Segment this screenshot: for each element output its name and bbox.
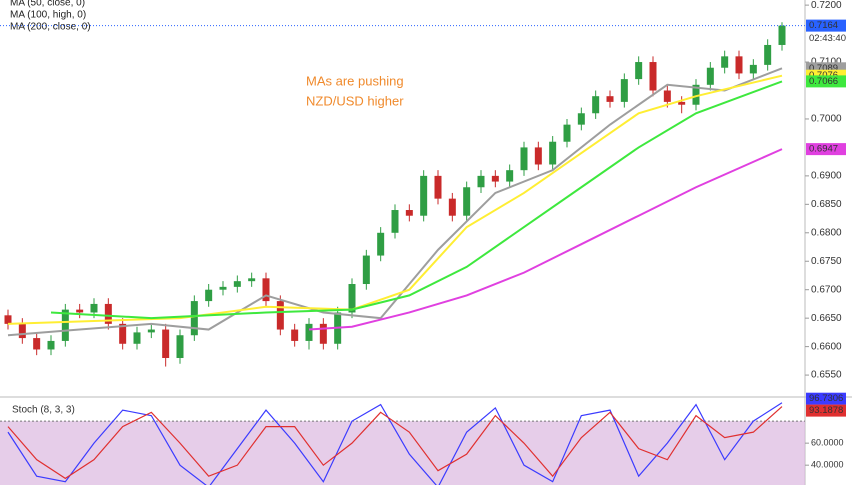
candle-body xyxy=(162,329,170,359)
candle-body xyxy=(176,335,184,359)
y-tick-label: 0.7100 xyxy=(811,57,842,68)
price-label: 96.7306 xyxy=(809,393,843,404)
candle-body xyxy=(348,284,356,313)
candle-body xyxy=(606,96,614,102)
stoch-band xyxy=(0,421,805,485)
y-tick-label: 0.6850 xyxy=(811,199,842,210)
price-label: 0.6947 xyxy=(809,144,838,155)
candle-body xyxy=(735,56,743,74)
y-tick-label: 0.6550 xyxy=(811,370,842,381)
annotation: MAs are pushing xyxy=(306,73,404,88)
candle-body xyxy=(291,329,299,341)
candle-body xyxy=(649,62,657,91)
candle-body xyxy=(219,286,227,290)
candle-body xyxy=(4,315,12,324)
y-tick-label: 0.6650 xyxy=(811,313,842,324)
candle-body xyxy=(61,309,69,341)
candle-body xyxy=(506,170,514,182)
moving-average xyxy=(7,67,783,337)
candle-body xyxy=(305,323,313,341)
price-label: 0.7164 xyxy=(809,20,838,31)
candle-body xyxy=(233,281,241,287)
candle-body xyxy=(434,175,442,199)
candle-body xyxy=(377,232,385,256)
price-label-box xyxy=(806,392,846,405)
y-tick-label: 60.0000 xyxy=(811,438,844,448)
candle-body xyxy=(47,340,55,350)
stoch-line xyxy=(7,406,783,480)
candle-body xyxy=(477,175,485,188)
stoch-line xyxy=(7,402,783,485)
candle-body xyxy=(749,64,757,74)
candle-body xyxy=(248,278,256,282)
y-tick-label: 0.6700 xyxy=(811,284,842,295)
price-label-box xyxy=(806,404,846,417)
candle-body xyxy=(147,329,155,333)
legend-entry: MA (200, close, 0) xyxy=(10,22,91,33)
candle-body xyxy=(706,67,714,85)
candle-body xyxy=(119,323,127,344)
moving-average xyxy=(50,80,783,320)
candle-body xyxy=(391,210,399,233)
price-label-box xyxy=(806,143,846,156)
candle-body xyxy=(362,255,370,285)
price-label-box xyxy=(806,75,846,88)
candle-body xyxy=(764,44,772,65)
candle-body xyxy=(76,309,84,313)
candle-body xyxy=(563,124,571,142)
candle-body xyxy=(577,113,585,125)
candle-body xyxy=(491,175,499,182)
candle-body xyxy=(319,323,327,344)
candle-body xyxy=(692,84,700,105)
price-label: 0.7066 xyxy=(809,76,838,87)
price-label: 0.7089 xyxy=(809,63,838,74)
y-tick-label: 0.6800 xyxy=(811,227,842,238)
annotation: NZD/USD higher xyxy=(306,93,404,108)
candle-body xyxy=(18,323,26,339)
candle-body xyxy=(778,25,786,45)
y-tick-label: 0.6600 xyxy=(811,341,842,352)
candle-body xyxy=(190,301,198,336)
candle-body xyxy=(133,332,141,344)
moving-average xyxy=(308,148,783,331)
price-label-box xyxy=(806,19,846,32)
candle-body xyxy=(678,101,686,105)
candle-body xyxy=(276,301,284,330)
candle-body xyxy=(663,90,671,102)
legend-entry: MA (50, close, 0) xyxy=(10,0,85,9)
candle-body xyxy=(420,175,428,216)
candle-body xyxy=(721,56,729,68)
candle-body xyxy=(520,147,528,171)
moving-average xyxy=(7,74,783,325)
candle-body xyxy=(620,79,628,102)
candle-body xyxy=(205,289,213,302)
candle-body xyxy=(549,141,557,165)
price-label: 93.1878 xyxy=(809,405,843,416)
candle-body xyxy=(592,96,600,114)
candle-body xyxy=(534,147,542,165)
candle-body xyxy=(463,187,471,216)
candle-body xyxy=(405,210,413,216)
countdown: 02:43:40 xyxy=(809,33,846,44)
candle-body xyxy=(262,278,270,302)
y-tick-label: 40.0000 xyxy=(811,460,844,470)
y-tick-label: 0.7000 xyxy=(811,114,842,125)
candle-body xyxy=(448,198,456,216)
indicator-title: Stoch (8, 3, 3) xyxy=(12,405,75,416)
y-tick-label: 0.7200 xyxy=(811,0,842,11)
y-tick-label: 0.6900 xyxy=(811,171,842,182)
candle-body xyxy=(635,62,643,80)
candle-body xyxy=(90,303,98,313)
legend-entry: MA (100, high, 0) xyxy=(10,10,86,21)
candle-body xyxy=(104,303,112,324)
y-tick-label: 0.6750 xyxy=(811,256,842,267)
candle-body xyxy=(33,338,41,350)
